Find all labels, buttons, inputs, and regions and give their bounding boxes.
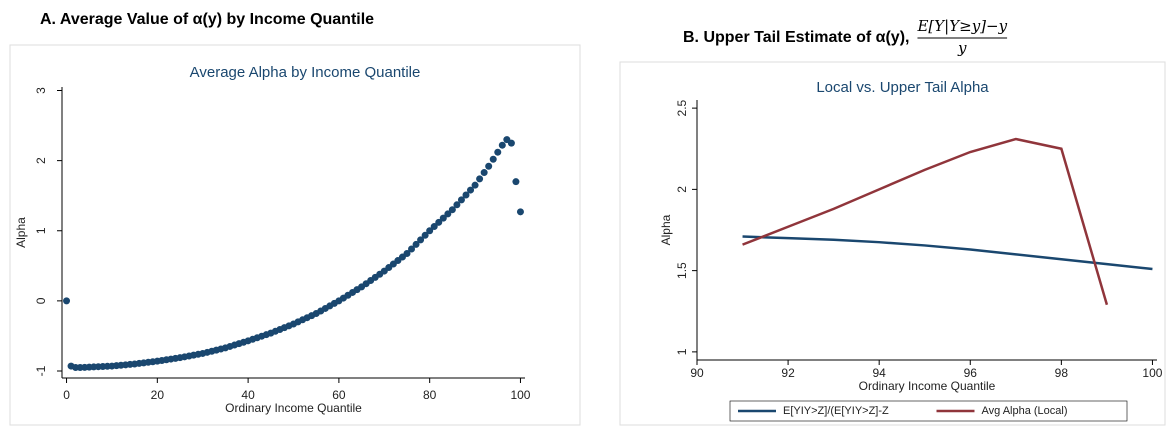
y-tick-label: 2	[34, 157, 48, 164]
x-tick-label: 90	[690, 366, 704, 380]
chart-title: Local vs. Upper Tail Alpha	[816, 79, 989, 96]
legend-label: Avg Alpha (Local)	[982, 405, 1068, 417]
point	[412, 240, 420, 248]
series-line	[742, 235, 1153, 271]
panel-heading: A. Average Value of α(y) by Income Quant…	[40, 11, 374, 28]
point	[476, 175, 484, 183]
point	[471, 181, 479, 189]
x-tick-label: 40	[241, 388, 255, 402]
x-axis-title: Ordinary Income Quantile	[225, 401, 362, 415]
y-tick-label: -1	[34, 365, 48, 376]
point	[426, 227, 434, 235]
x-tick-label: 100	[510, 388, 530, 402]
point	[516, 208, 524, 216]
point	[421, 231, 429, 239]
point	[439, 214, 447, 222]
point	[63, 297, 71, 305]
y-tick-label: 1	[34, 227, 48, 234]
point	[408, 245, 416, 253]
x-tick-label: 98	[1055, 366, 1069, 380]
y-tick-label: 2.5	[675, 99, 689, 116]
y-tick-label: 1.5	[675, 262, 689, 279]
point	[444, 210, 452, 218]
panel-heading: B. Upper Tail Estimate of α(y),	[683, 29, 909, 46]
point	[512, 178, 520, 186]
x-axis-title: Ordinary Income Quantile	[859, 379, 996, 393]
y-axis-title: Alpha	[14, 217, 28, 248]
y-tick-label: 0	[34, 297, 48, 304]
point	[485, 162, 493, 170]
point	[417, 236, 425, 244]
y-tick-label: 2	[675, 186, 689, 193]
series-line	[742, 137, 1109, 306]
point	[467, 186, 475, 194]
x-tick-label: 92	[781, 366, 795, 380]
panel-a-frame	[9, 44, 581, 426]
x-tick-label: 0	[63, 388, 70, 402]
point	[430, 223, 438, 231]
legend-label: E[YIY>Z]/(E[YIY>Z]-Z	[783, 405, 889, 417]
point	[480, 169, 488, 177]
point	[462, 191, 470, 199]
x-tick-label: 20	[151, 388, 165, 402]
point	[457, 196, 465, 204]
x-tick-label: 100	[1142, 366, 1162, 380]
x-tick-label: 96	[964, 366, 978, 380]
point	[448, 206, 456, 214]
chart-title: Average Alpha by Income Quantile	[190, 64, 421, 81]
x-tick-label: 60	[332, 388, 346, 402]
y-tick-label: 3	[34, 87, 48, 94]
point	[453, 201, 461, 209]
point	[498, 141, 506, 149]
point	[403, 250, 411, 258]
x-tick-label: 80	[423, 388, 437, 402]
point	[435, 218, 443, 226]
y-axis-title: Alpha	[659, 214, 673, 245]
point	[489, 155, 497, 163]
y-tick-label: 1	[675, 348, 689, 355]
legend-box	[729, 400, 1128, 422]
x-tick-label: 94	[872, 366, 886, 380]
fraction-denominator: y	[957, 39, 967, 57]
fraction-numerator: E[Y|Y≥y]−y	[916, 17, 1007, 35]
point	[507, 139, 515, 147]
point	[494, 148, 502, 156]
